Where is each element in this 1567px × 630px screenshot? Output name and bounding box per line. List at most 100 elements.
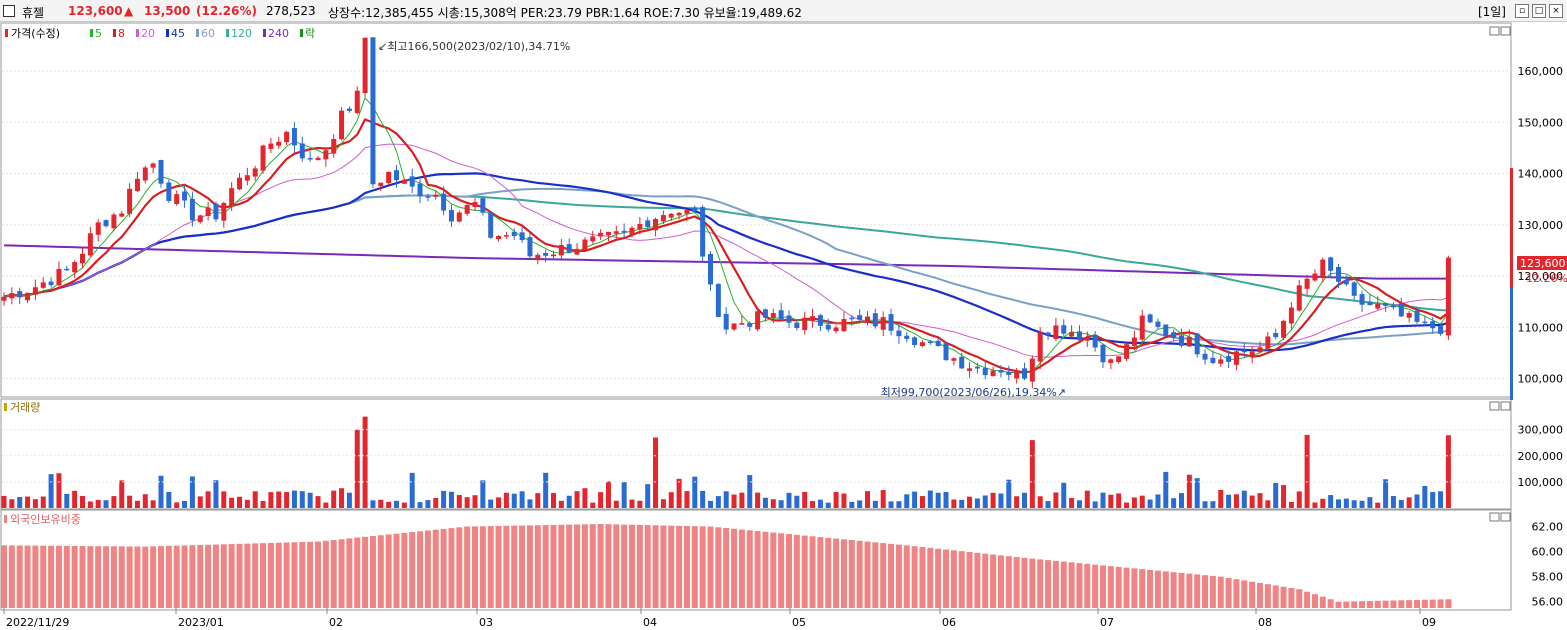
foreign-bar — [1336, 602, 1342, 608]
foreign-panel-close-icon[interactable] — [1501, 513, 1510, 521]
candle-body — [896, 331, 901, 337]
volume-bar — [425, 500, 430, 508]
foreign-bar — [543, 525, 549, 608]
stock-chart[interactable]: 가격(수정) 5 8 20 45 60 120 240 락 ↙최고166,500(2023/0… — [0, 22, 1567, 630]
candle-body — [1281, 321, 1286, 338]
candle-body — [590, 236, 595, 241]
candle-body — [708, 254, 713, 284]
period-selector[interactable]: [1일] — [1478, 3, 1506, 20]
candle-body — [174, 194, 179, 204]
candle-body — [944, 343, 949, 360]
foreign-bar — [197, 545, 203, 608]
minimize-icon[interactable]: ▫ — [1515, 4, 1529, 18]
foreign-bar — [731, 529, 737, 608]
volume-bar — [551, 493, 556, 508]
foreign-bar — [739, 530, 745, 608]
candle-body — [56, 269, 61, 285]
foreign-bar — [888, 544, 894, 608]
candle-body — [928, 342, 933, 344]
volume-bar — [1234, 494, 1239, 508]
stock-name[interactable]: 휴젤 — [22, 4, 44, 21]
foreign-bar — [433, 530, 439, 608]
volume-panel-close-icon[interactable] — [1501, 402, 1510, 410]
select-checkbox[interactable] — [3, 5, 15, 17]
foreign-bar — [276, 543, 282, 608]
foreign-tick-label: 58.00 — [1532, 571, 1564, 584]
candle-body — [2, 297, 7, 301]
close-icon[interactable]: × — [1549, 4, 1563, 18]
candle-body — [527, 237, 532, 256]
volume-bar — [763, 498, 768, 508]
volume-bar — [716, 496, 721, 508]
volume-bar — [457, 495, 462, 508]
candle-body — [1053, 325, 1058, 339]
foreign-bar — [747, 530, 753, 608]
foreign-bar — [378, 535, 384, 608]
volume-bar — [1438, 491, 1443, 508]
volume-bar — [56, 473, 61, 508]
volume-bar — [174, 502, 179, 508]
volume-bar — [300, 491, 305, 508]
volume-bar — [1367, 497, 1372, 508]
candle-body — [543, 253, 548, 256]
foreign-panel-title: 외국인보유비중 — [10, 513, 81, 526]
foreign-bar — [511, 526, 517, 608]
candle-body — [41, 282, 46, 287]
foreign-bar — [637, 525, 643, 608]
foreign-bar — [307, 542, 313, 608]
foreign-bar — [174, 546, 180, 608]
candle-body — [794, 323, 799, 328]
date-label: 07 — [1100, 616, 1114, 629]
low-annotation: 최저99,700(2023/06/26),19.34%↗ — [881, 386, 1066, 399]
candle-body — [1273, 333, 1278, 337]
foreign-bar — [904, 545, 910, 608]
foreign-panel-minimize-icon[interactable] — [1490, 513, 1499, 521]
candle-body — [1344, 280, 1349, 284]
date-label: 08 — [1258, 616, 1272, 629]
candle-body — [630, 228, 635, 235]
foreign-bar — [629, 525, 635, 608]
volume-bar — [143, 494, 148, 508]
foreign-bar — [1022, 558, 1028, 608]
volume-bar — [771, 499, 776, 508]
volume-panel-minimize-icon[interactable] — [1490, 402, 1499, 410]
legend-price-label: 가격(수정) — [11, 27, 60, 40]
foreign-bar — [653, 525, 659, 608]
volume-bar — [959, 500, 964, 508]
foreign-bar — [64, 546, 70, 608]
candle-body — [198, 215, 203, 222]
candle-body — [983, 368, 988, 375]
price-panel-close-icon[interactable] — [1501, 27, 1510, 35]
candle-body — [1077, 331, 1082, 340]
candle-body — [575, 249, 580, 255]
volume-bar — [669, 492, 674, 508]
volume-bar — [630, 500, 635, 508]
candle-body — [151, 163, 156, 167]
candle-body — [661, 215, 666, 221]
foreign-bar — [1257, 583, 1263, 608]
candle-body — [826, 325, 831, 330]
volume-bar — [1116, 493, 1121, 508]
candle-body — [1375, 304, 1380, 309]
candle-body — [1312, 274, 1317, 281]
price-panel-minimize-icon[interactable] — [1490, 27, 1499, 35]
volume-bar — [543, 473, 548, 508]
foreign-bar — [605, 524, 611, 608]
maximize-icon[interactable]: □ — [1532, 4, 1546, 18]
foreign-bar — [825, 538, 831, 608]
foreign-bar — [323, 541, 329, 608]
candle-body — [166, 183, 171, 201]
foreign-bar — [268, 543, 274, 608]
candle-body — [1336, 267, 1341, 282]
foreign-bar — [1100, 565, 1106, 608]
candle-body — [1124, 344, 1129, 359]
date-label: 05 — [792, 616, 806, 629]
candle-body — [49, 282, 54, 286]
foreign-bar — [590, 524, 596, 608]
volume-bar — [951, 500, 956, 508]
foreign-bar — [1202, 575, 1208, 608]
foreign-bar — [299, 542, 305, 608]
volume-bar — [480, 480, 485, 508]
legend-ma20-label: 20 — [141, 27, 155, 40]
legend-ma60-label: 60 — [201, 27, 215, 40]
